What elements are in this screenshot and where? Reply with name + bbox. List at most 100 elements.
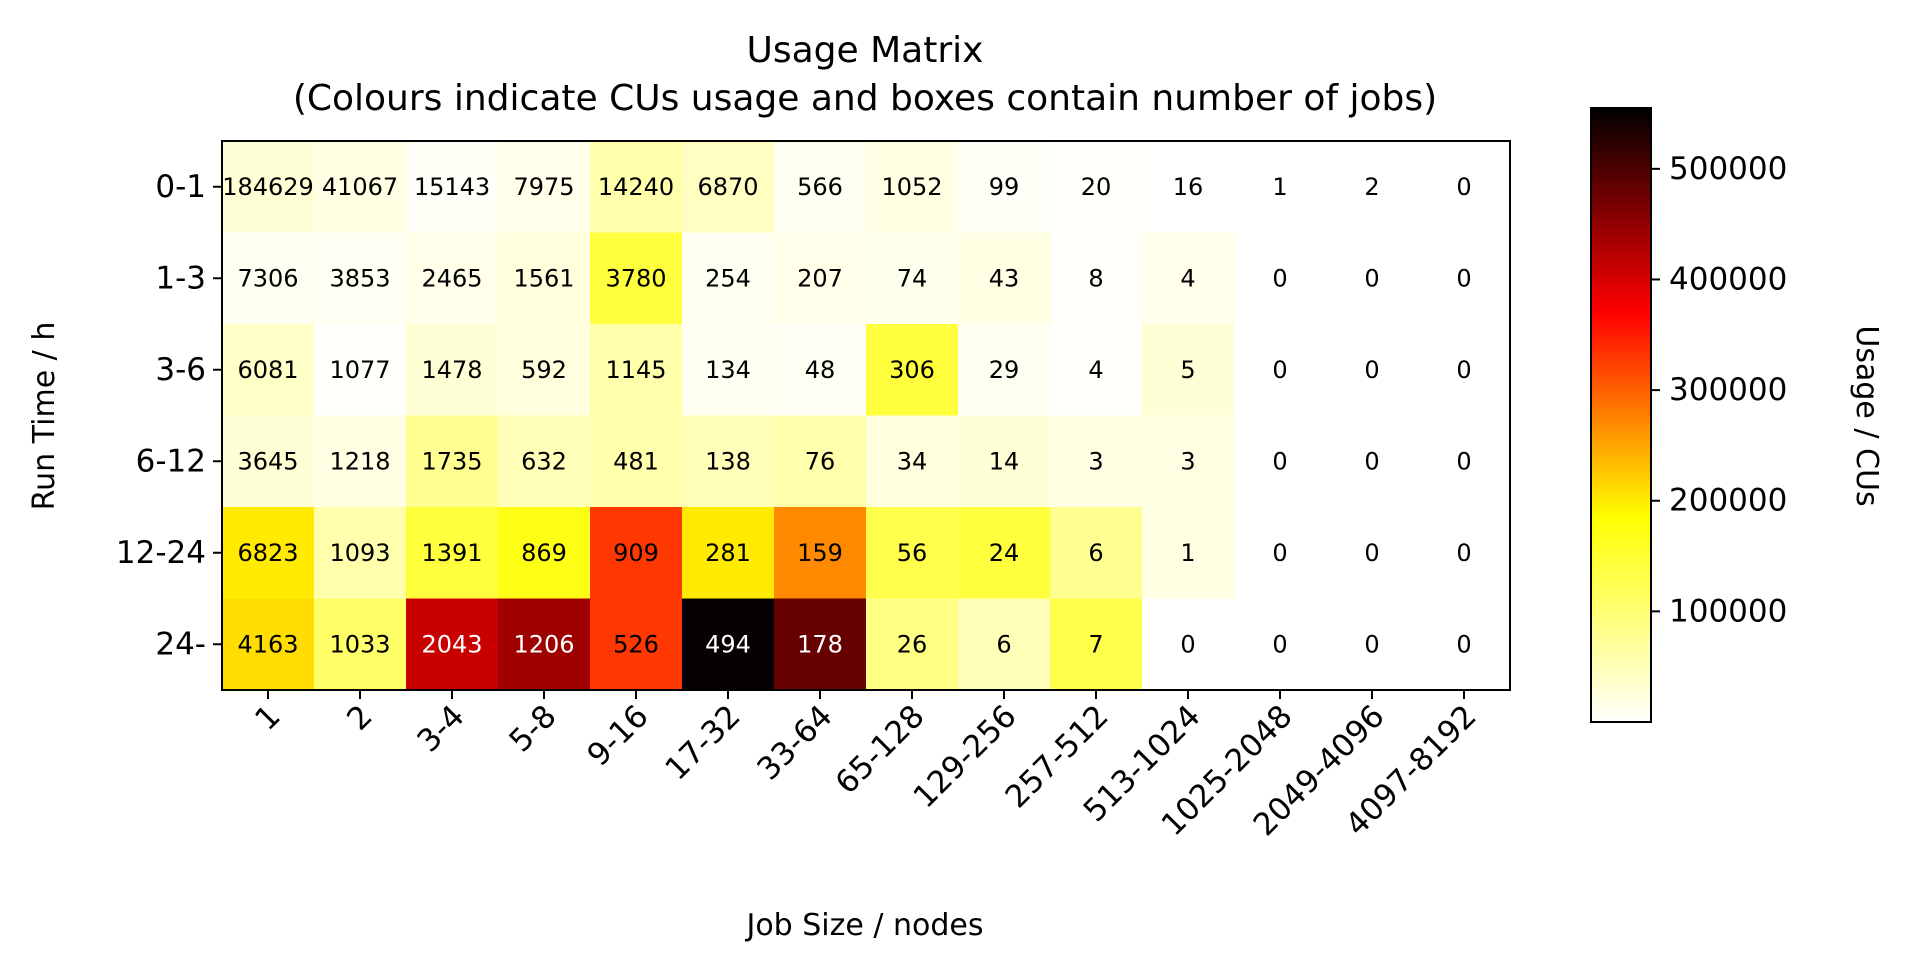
heatmap-cell — [1234, 324, 1327, 416]
cell-job-count: 6 — [996, 630, 1011, 658]
heatmap-cell — [1418, 232, 1511, 325]
cell-job-count: 56 — [897, 539, 928, 567]
cell-job-count: 76 — [805, 447, 836, 475]
heatmap-cell — [1234, 507, 1327, 599]
colorbar-tick-label: 400000 — [1669, 261, 1787, 297]
x-tick-label: 3-4 — [410, 698, 471, 759]
cell-job-count: 0 — [1364, 630, 1379, 658]
cell-job-count: 494 — [705, 630, 751, 658]
heatmap-cell — [590, 324, 683, 416]
cell-job-count: 43 — [989, 264, 1020, 292]
heatmap-cell — [222, 507, 315, 599]
cell-job-count: 481 — [613, 447, 659, 475]
cell-job-count: 0 — [1364, 539, 1379, 567]
cell-job-count: 2 — [1364, 173, 1379, 201]
heatmap-cell — [682, 324, 775, 416]
heatmap-cell — [498, 141, 591, 233]
heatmap-cell — [314, 507, 407, 599]
heatmap-cell — [406, 232, 499, 325]
cell-job-count: 3645 — [237, 447, 298, 475]
cell-job-count: 6 — [1088, 539, 1103, 567]
heatmap-cell — [1142, 232, 1235, 325]
heatmap-cell — [406, 598, 499, 691]
heatmap-cell — [774, 415, 867, 508]
heatmap-cell — [1418, 141, 1511, 233]
cell-job-count: 0 — [1364, 447, 1379, 475]
heatmap-cell — [1142, 598, 1235, 691]
cell-job-count: 48 — [805, 356, 836, 384]
cell-job-count: 6081 — [237, 356, 298, 384]
cell-job-count: 99 — [989, 173, 1020, 201]
heatmap-cell — [958, 141, 1051, 233]
heatmap-cell — [222, 141, 315, 233]
chart-subtitle: (Colours indicate CUs usage and boxes co… — [293, 78, 1437, 119]
cell-job-count: 138 — [705, 447, 751, 475]
cell-job-count: 0 — [1456, 539, 1471, 567]
heatmap-cell — [866, 232, 959, 325]
heatmap-cell — [682, 415, 775, 508]
plot-frame — [221, 140, 1511, 691]
cell-job-count: 1052 — [881, 173, 942, 201]
cell-job-count: 869 — [521, 539, 567, 567]
cell-job-count: 41067 — [322, 173, 398, 201]
colorbar — [1590, 107, 1652, 723]
cell-job-count: 0 — [1456, 447, 1471, 475]
heatmap-cell — [1418, 598, 1511, 691]
heatmap-cell — [774, 141, 867, 233]
heatmap-cell — [1418, 507, 1511, 599]
heatmap-cell — [958, 507, 1051, 599]
heatmap-cell — [958, 598, 1051, 691]
cell-job-count: 3 — [1088, 447, 1103, 475]
heatmap-cell — [1326, 141, 1419, 233]
cell-job-count: 14240 — [598, 173, 674, 201]
cell-job-count: 1093 — [329, 539, 390, 567]
heatmap-cell — [498, 507, 591, 599]
cell-job-count: 1 — [1272, 173, 1287, 201]
y-tick-label: 12-24 — [116, 535, 206, 571]
heatmap-cell — [1326, 598, 1419, 691]
cell-job-count: 184629 — [222, 173, 314, 201]
heatmap-cell — [1050, 598, 1143, 691]
cell-job-count: 1391 — [421, 539, 482, 567]
cell-job-count: 1 — [1180, 539, 1195, 567]
heatmap-cell — [222, 232, 315, 325]
cell-job-count: 281 — [705, 539, 751, 567]
cell-job-count: 7306 — [237, 264, 298, 292]
x-axis-ticks: 1 2 3-4 5-8 9-16 17-32 33-6465-128129-256257-5… — [248, 690, 1484, 843]
heatmap-cell — [1050, 415, 1143, 508]
cell-job-count: 306 — [889, 356, 935, 384]
cell-job-count: 0 — [1272, 356, 1287, 384]
heatmap-cell — [1326, 232, 1419, 325]
cell-job-count: 0 — [1456, 264, 1471, 292]
cell-job-count: 0 — [1272, 447, 1287, 475]
cell-job-count: 6823 — [237, 539, 298, 567]
cell-job-count: 3853 — [329, 264, 390, 292]
cell-job-count: 1735 — [421, 447, 482, 475]
heatmap-cell — [682, 232, 775, 325]
x-tick-label: 1 — [248, 698, 287, 737]
heatmap-cell — [590, 141, 683, 233]
heatmap-cell — [1142, 324, 1235, 416]
cell-job-count: 1145 — [605, 356, 666, 384]
heatmap-cell — [222, 324, 315, 416]
heatmap-cell — [866, 324, 959, 416]
cell-job-count: 74 — [897, 264, 928, 292]
heatmap-cell — [1050, 232, 1143, 325]
cell-job-count: 6870 — [697, 173, 758, 201]
cell-job-count: 0 — [1180, 630, 1195, 658]
heatmap-cell — [1050, 141, 1143, 233]
cell-job-count: 0 — [1456, 173, 1471, 201]
cell-job-count: 24 — [989, 539, 1020, 567]
colorbar-tick-label: 200000 — [1669, 483, 1787, 519]
heatmap-cell — [590, 232, 683, 325]
heatmap-cell — [1326, 507, 1419, 599]
x-tick-label: 5-8 — [502, 698, 563, 759]
heatmap-cell — [314, 598, 407, 691]
cell-job-count: 178 — [797, 630, 843, 658]
colorbar-tick-label: 100000 — [1669, 593, 1787, 629]
heatmap-cell — [314, 141, 407, 233]
cell-job-count: 0 — [1456, 356, 1471, 384]
cell-job-count: 2043 — [421, 630, 482, 658]
cell-job-count: 159 — [797, 539, 843, 567]
cell-job-count: 16 — [1173, 173, 1204, 201]
